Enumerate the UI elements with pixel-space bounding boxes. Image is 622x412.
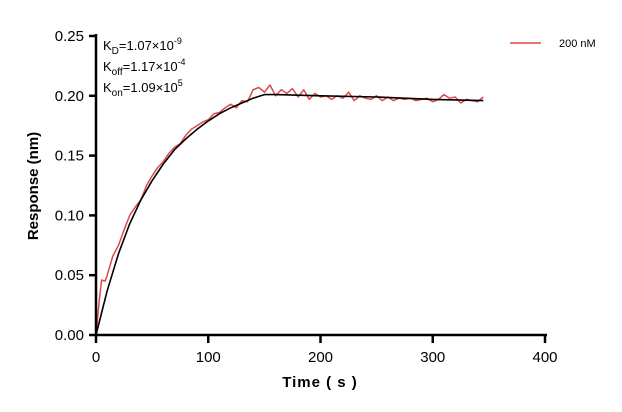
y-tick-label: 0.05: [55, 267, 84, 284]
y-tick-label: 0.25: [55, 28, 84, 45]
y-tick-label: 0.15: [55, 148, 84, 165]
series-layer: [95, 84, 484, 336]
fit-curve-line: [95, 93, 484, 336]
x-ticks: 0 100 200 300 400: [92, 335, 558, 366]
x-tick-label: 400: [532, 349, 557, 366]
annotation-kon: Kon=1.09×105: [103, 78, 183, 99]
series-200nm-line: [95, 84, 484, 336]
y-tick-label: 0.10: [55, 207, 84, 224]
x-tick-label: 300: [420, 349, 445, 366]
x-tick-label: 200: [308, 349, 333, 366]
y-axis-label: Response (nm): [25, 132, 42, 240]
legend: 200 nM: [510, 38, 596, 50]
annotation-koff: Koff=1.17×10-4: [103, 57, 186, 78]
y-ticks: 0.00 0.05 0.10 0.15 0.20 0.25: [55, 28, 96, 344]
x-tick-label: 0: [92, 349, 100, 366]
x-axis-label: Time ( s ): [282, 374, 358, 391]
y-tick-label: 0.20: [55, 88, 84, 105]
y-tick-label: 0.00: [55, 327, 84, 344]
legend-label-200nm: 200 nM: [559, 38, 596, 50]
x-tick-label: 100: [196, 349, 221, 366]
annotation-kd: KD=1.07×10-9: [103, 36, 182, 57]
